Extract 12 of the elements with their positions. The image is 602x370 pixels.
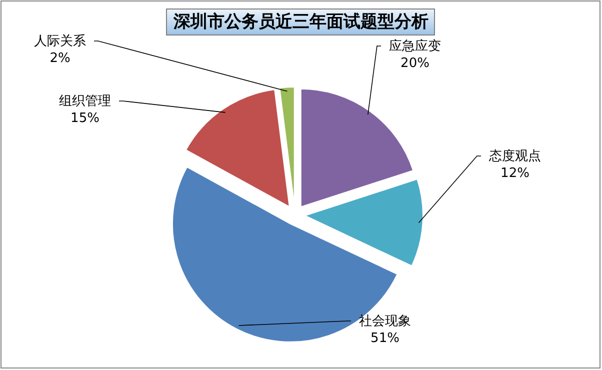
chart-title: 深圳市公务员近三年面试题型分析: [172, 12, 428, 32]
data-label: 12%: [500, 166, 530, 181]
data-label: 20%: [400, 56, 430, 71]
slice-label: 态度观点: [488, 148, 541, 164]
data-label: 51%: [370, 331, 400, 346]
slice-label: 组织管理: [59, 94, 111, 109]
slice-label: 人际关系: [34, 34, 86, 49]
slice-label: 社会现象: [359, 314, 411, 329]
title: 深圳市公务员近三年面试题型分析: [166, 8, 435, 36]
data-label: 15%: [70, 111, 100, 126]
data-label: 2%: [50, 51, 70, 66]
slice-label: 应急应变: [389, 38, 441, 54]
